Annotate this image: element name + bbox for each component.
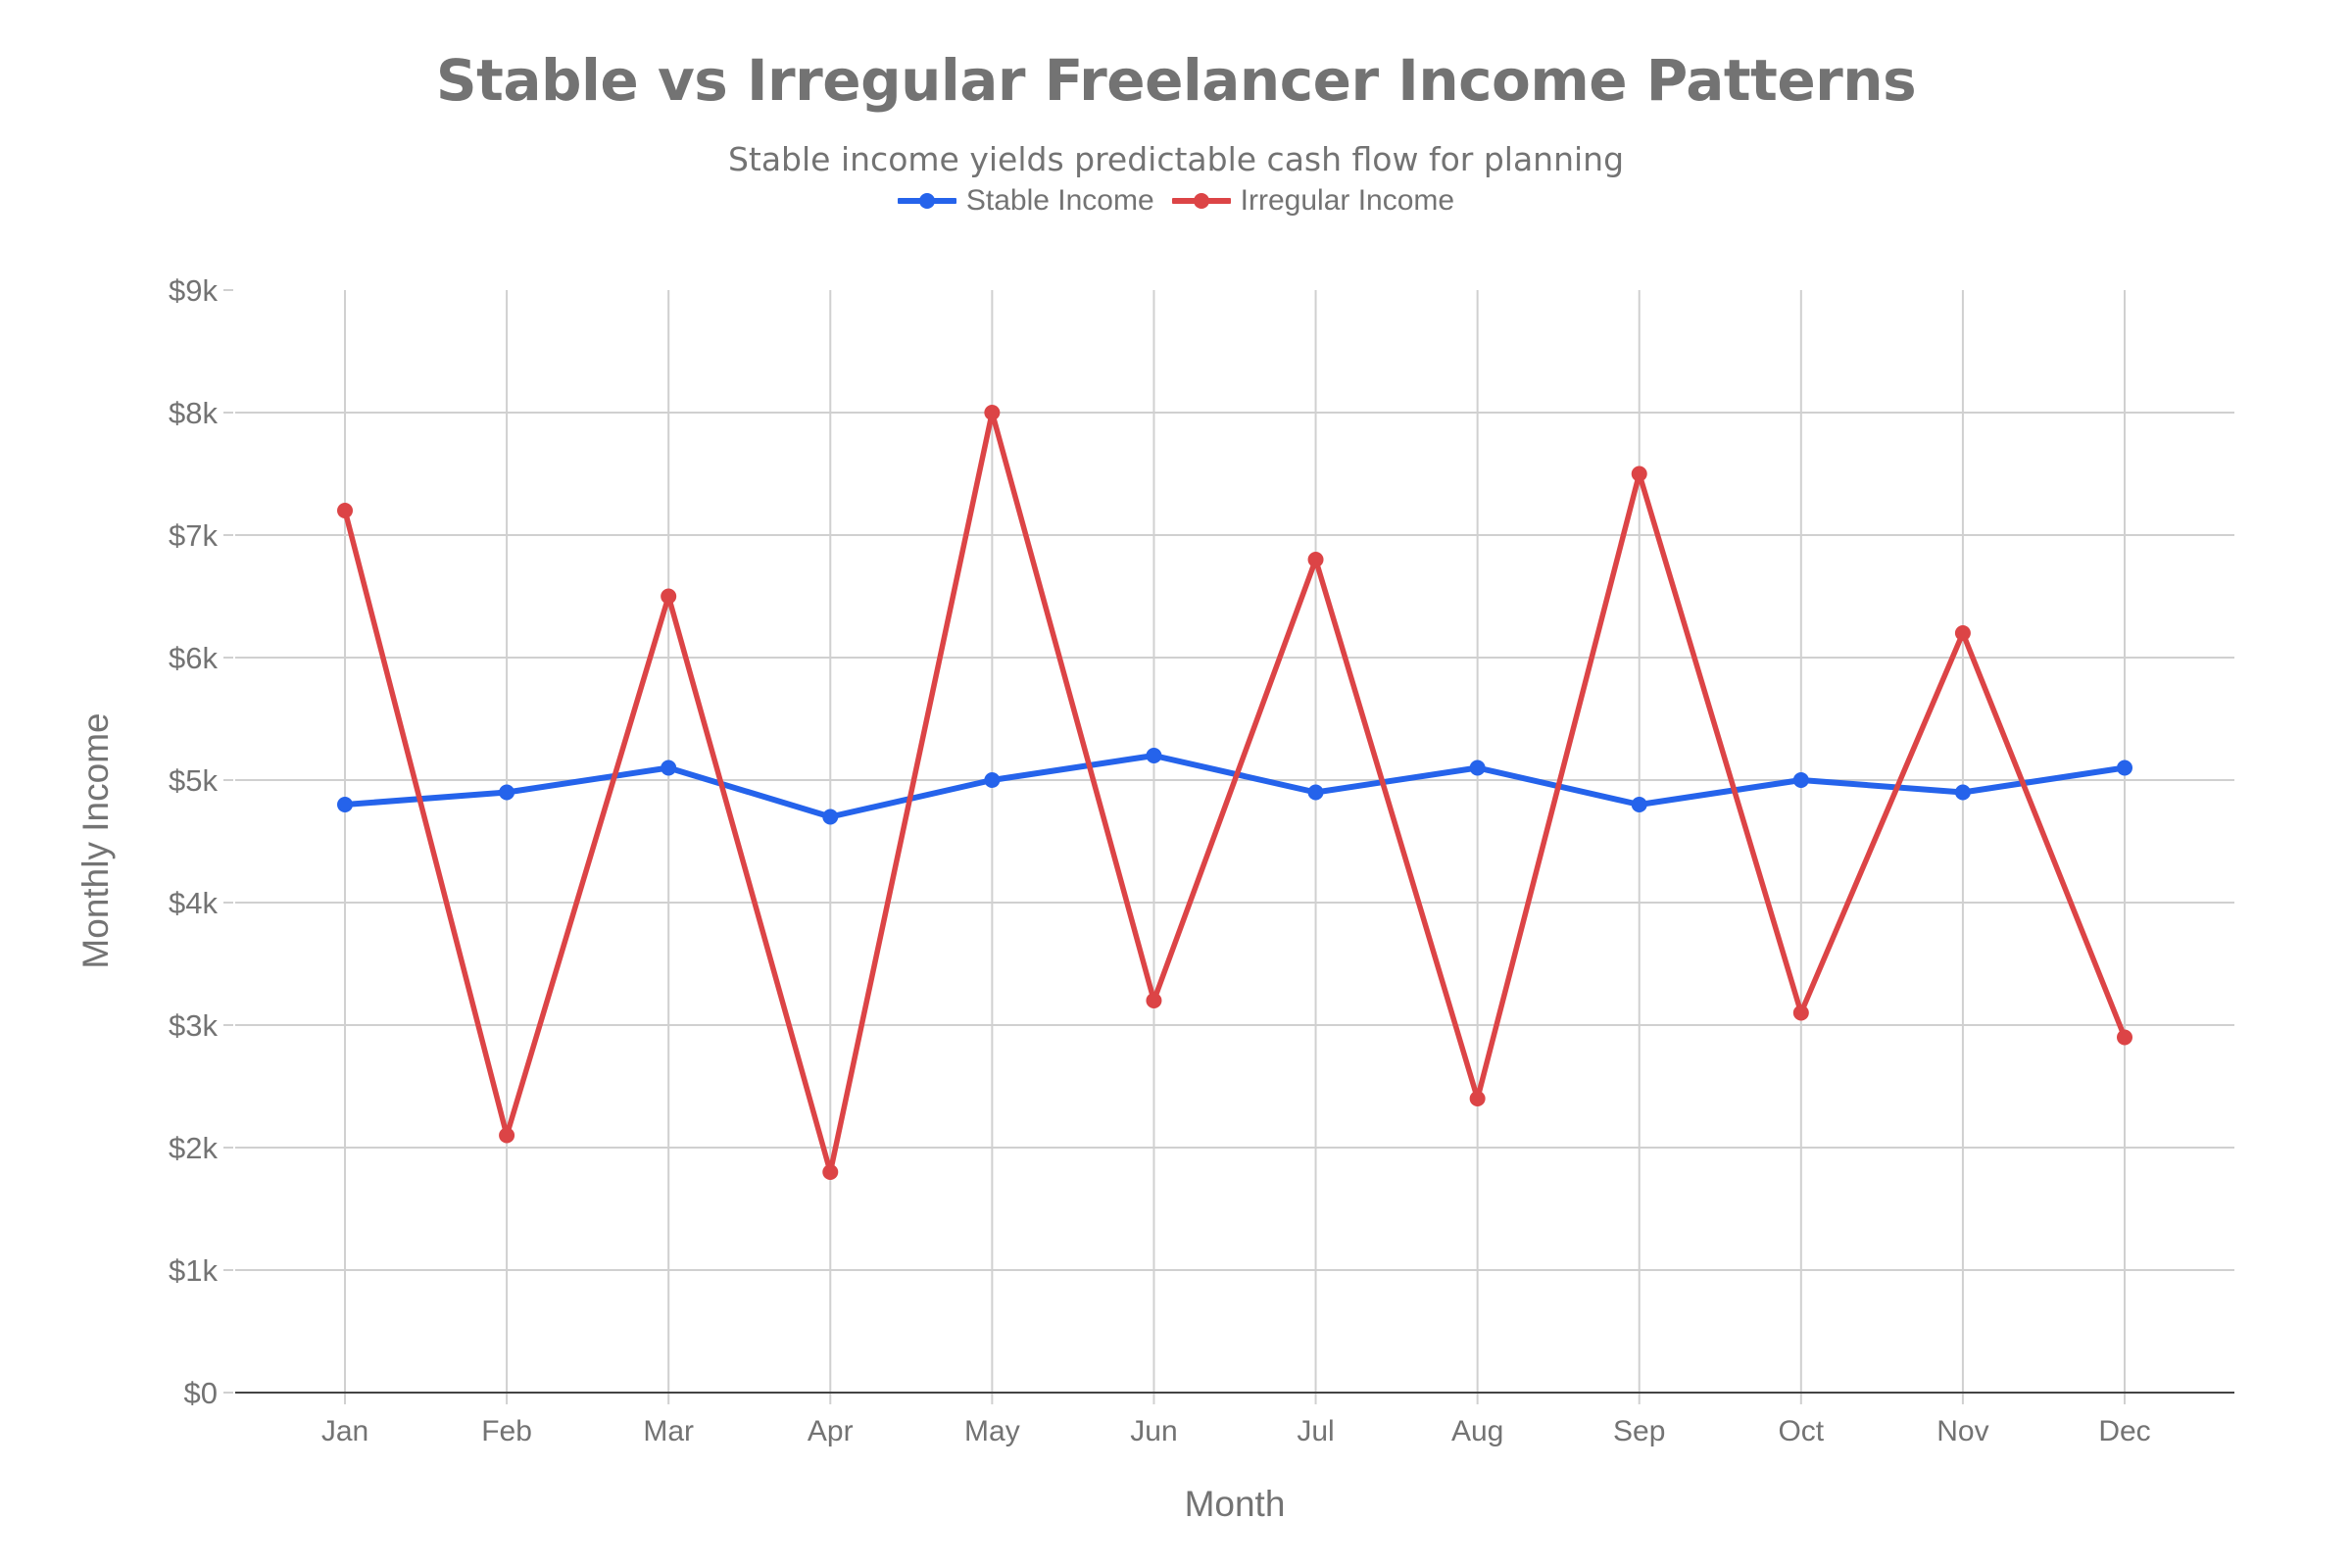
x-tick-label: Sep: [1613, 1415, 1665, 1447]
data-series: [337, 405, 2132, 1180]
line-marker-icon: [897, 185, 956, 217]
data-point-marker[interactable]: [1307, 784, 1324, 801]
data-point-marker[interactable]: [1307, 552, 1324, 567]
legend: Stable Income Irregular Income: [0, 184, 2352, 218]
data-point-marker[interactable]: [1469, 1091, 1486, 1106]
data-point-marker[interactable]: [2117, 760, 2132, 776]
x-tick-label: Jan: [321, 1415, 368, 1447]
data-point-marker[interactable]: [1954, 625, 1971, 641]
data-point-marker[interactable]: [1954, 784, 1971, 801]
x-tick-label: Nov: [1936, 1415, 1988, 1447]
x-tick-label: Aug: [1451, 1415, 1503, 1447]
y-tick-label: $9k: [169, 273, 218, 308]
data-point-marker[interactable]: [984, 405, 1001, 420]
chart-subtitle: Stable income yields predictable cash fl…: [727, 140, 1625, 178]
y-tick-label: $8k: [169, 396, 218, 430]
y-tick-label: $2k: [169, 1131, 218, 1165]
data-point-marker[interactable]: [1146, 748, 1162, 763]
data-point-marker[interactable]: [822, 1164, 839, 1180]
legend-item-irregular-income[interactable]: Irregular Income: [1171, 184, 1455, 218]
y-tick-label: $3k: [169, 1008, 218, 1043]
data-point-marker[interactable]: [2117, 1029, 2132, 1046]
x-axis: Jan Feb Mar Apr May Jun Jul Aug Sep Oct Nov Dec: [235, 1392, 2234, 1447]
x-tick-label: Jun: [1130, 1415, 1177, 1447]
legend-item-stable-income[interactable]: Stable Income: [897, 184, 1154, 218]
series-irregular-income: [337, 405, 2132, 1180]
data-point-marker[interactable]: [1146, 993, 1162, 1008]
x-tick-label: Dec: [2098, 1415, 2150, 1447]
x-tick-label: Feb: [481, 1415, 532, 1447]
x-axis-title: Month: [1185, 1484, 1286, 1524]
y-axis: $0 $1k $2k $3k $4k $5k $6k $7k $8k $9k: [169, 273, 233, 1410]
y-tick-label: $4k: [169, 886, 218, 920]
chart-title: Stable vs Irregular Freelancer Income Pa…: [435, 47, 1917, 114]
data-point-marker[interactable]: [499, 1127, 515, 1144]
data-point-marker[interactable]: [1631, 797, 1647, 812]
x-tick-label: Oct: [1778, 1415, 1824, 1447]
y-tick-label: $1k: [169, 1253, 218, 1288]
data-point-marker[interactable]: [1792, 772, 1809, 788]
y-tick-label: $6k: [169, 641, 218, 675]
line-marker-icon: [1171, 185, 1231, 217]
y-axis-title: Monthly Income: [75, 712, 116, 968]
x-tick-label: Apr: [808, 1415, 854, 1447]
data-point-marker[interactable]: [984, 772, 1001, 788]
gridlines: [235, 290, 2234, 1393]
data-point-marker[interactable]: [337, 503, 353, 518]
data-point-marker[interactable]: [1792, 1004, 1809, 1021]
legend-label: Stable Income: [965, 184, 1154, 217]
legend-label: Irregular Income: [1240, 184, 1455, 217]
data-point-marker[interactable]: [1469, 760, 1486, 776]
data-point-marker[interactable]: [822, 808, 839, 825]
data-point-marker[interactable]: [661, 760, 677, 776]
data-point-marker[interactable]: [499, 784, 515, 801]
x-tick-label: Jul: [1297, 1415, 1334, 1447]
x-tick-label: Mar: [643, 1415, 694, 1447]
series-line: [342, 410, 2128, 1175]
y-tick-label: $5k: [169, 763, 218, 798]
data-point-marker[interactable]: [1631, 466, 1647, 482]
x-tick-label: May: [964, 1415, 1020, 1447]
data-point-marker[interactable]: [337, 797, 353, 812]
data-point-marker[interactable]: [661, 588, 677, 605]
y-tick-label: $0: [184, 1376, 218, 1410]
y-tick-label: $7k: [169, 518, 218, 553]
